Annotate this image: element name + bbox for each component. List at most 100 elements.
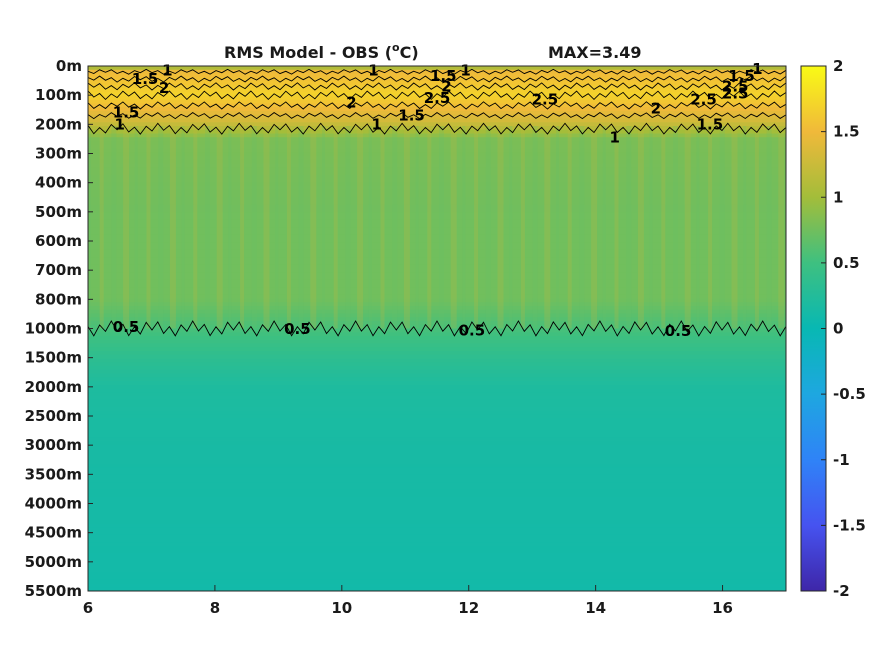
heatmap-band <box>88 523 786 528</box>
contour-line <box>88 90 786 101</box>
contour-line <box>88 320 786 337</box>
heatmap-band <box>88 171 786 176</box>
heatmap-band <box>88 572 786 577</box>
contour-label: 1 <box>114 115 124 133</box>
heatmap-band <box>88 478 786 483</box>
heatmap-band <box>88 471 786 476</box>
heatmap-streak <box>532 126 538 329</box>
y-tick-label: 4000m <box>25 495 82 513</box>
y-tick-label: 700m <box>35 261 82 279</box>
contour-label: 1 <box>609 129 619 147</box>
heatmap-band <box>88 516 786 521</box>
contour-labels: 11.5 21.511 1.5 122.521.512.5 212.51.51.512.… <box>113 60 763 340</box>
x-tick-label: 16 <box>712 599 733 617</box>
heatmap-band <box>88 403 786 408</box>
heatmap-band <box>88 107 786 112</box>
heatmap-band <box>88 489 786 495</box>
heatmap-band <box>88 456 786 461</box>
heatmap-streak <box>637 126 644 329</box>
heatmap-streak <box>520 126 525 329</box>
heatmap-band <box>88 212 786 217</box>
heatmap-band <box>88 234 786 240</box>
heatmap-band <box>88 204 786 210</box>
contour-line <box>88 68 786 75</box>
heatmap-band <box>88 118 786 123</box>
heatmap-band <box>88 81 786 86</box>
heatmap-streak <box>673 126 678 329</box>
heatmap-band <box>88 276 786 281</box>
heatmap-band <box>88 126 786 131</box>
heatmap-streak <box>509 126 513 329</box>
heatmap-streak <box>205 126 210 329</box>
heatmap-band <box>88 242 786 247</box>
heatmap-streak <box>146 126 151 329</box>
x-tick-label: 12 <box>458 599 479 617</box>
y-tick-label: 500m <box>35 203 82 221</box>
heatmap-streak <box>474 126 479 329</box>
heatmap-band <box>88 257 786 262</box>
depth-axis: 0m 100m 200m 300m 400m 500m 600m 700m 800m 1000m 1… <box>25 57 93 600</box>
heatmap-streak <box>708 126 713 329</box>
contour-label: 1 <box>162 61 172 79</box>
heatmap-streak <box>427 126 432 329</box>
heatmap-streak <box>766 126 772 329</box>
heatmap-band <box>88 294 786 300</box>
contour-label: 1.5 <box>398 107 425 125</box>
contour-label: 2 <box>159 79 169 97</box>
contour-label: 0.5 <box>459 321 486 339</box>
heatmap-band <box>88 534 786 540</box>
heatmap-band <box>88 238 786 243</box>
heatmap-band <box>88 268 786 273</box>
heatmap-band <box>88 189 786 195</box>
heatmap-streak <box>556 126 559 329</box>
contour-label: 2.5 <box>722 77 749 95</box>
heatmap-band <box>88 298 786 303</box>
heatmap-band <box>88 69 786 75</box>
contour-lines <box>88 68 786 337</box>
heatmap-band <box>88 497 786 502</box>
heatmap-band <box>88 508 786 513</box>
heatmap-streak <box>275 126 279 329</box>
heatmap-band <box>88 182 786 187</box>
contour-line <box>88 101 786 110</box>
heatmap-band <box>88 96 786 101</box>
heatmap-streak <box>462 126 466 329</box>
colorbar-tick-label: 2 <box>833 57 843 75</box>
heatmap-band <box>88 369 786 375</box>
heatmap-band <box>88 261 786 266</box>
heatmap-band <box>88 426 786 431</box>
contour-label: 1 <box>752 60 762 78</box>
colorbar-axis: 2 1.5 1 0.5 0 -0.5 -1 -1.5 -2 <box>821 57 866 600</box>
heatmap-band <box>88 306 786 311</box>
heatmap-band <box>88 433 786 438</box>
heatmap-band <box>88 167 786 172</box>
heatmap-streak <box>240 126 245 329</box>
heatmap-band <box>88 538 786 543</box>
heatmap-band <box>88 377 786 382</box>
y-tick-label: 3000m <box>25 436 82 454</box>
colorbar-tick-label: -0.5 <box>833 385 866 403</box>
heatmap-band <box>88 77 786 82</box>
heatmap-streak <box>626 126 632 329</box>
contour-label: 1.5 <box>728 67 755 85</box>
contour-label: 2 <box>441 77 451 95</box>
heatmap-streak <box>392 126 398 329</box>
heatmap-band <box>88 159 786 165</box>
heatmap-band <box>88 587 786 591</box>
heatmap-band <box>88 178 786 183</box>
heatmap-streak <box>380 126 385 329</box>
heatmap-streak <box>778 126 785 329</box>
heatmap-streak <box>193 126 198 329</box>
contour-label: 2.5 <box>424 89 451 107</box>
colorbar-tick-label: -1 <box>833 451 850 469</box>
heatmap-streak <box>88 126 91 329</box>
heatmap-streak <box>649 126 653 329</box>
y-tick-label: 0m <box>56 57 82 75</box>
heatmap-streak <box>123 126 130 329</box>
heatmap-band <box>88 223 786 228</box>
heatmap-band <box>88 493 786 498</box>
heatmap-band <box>88 291 786 296</box>
heatmap-band <box>88 92 786 97</box>
heatmap-band <box>88 163 786 168</box>
heatmap-band <box>88 358 786 363</box>
